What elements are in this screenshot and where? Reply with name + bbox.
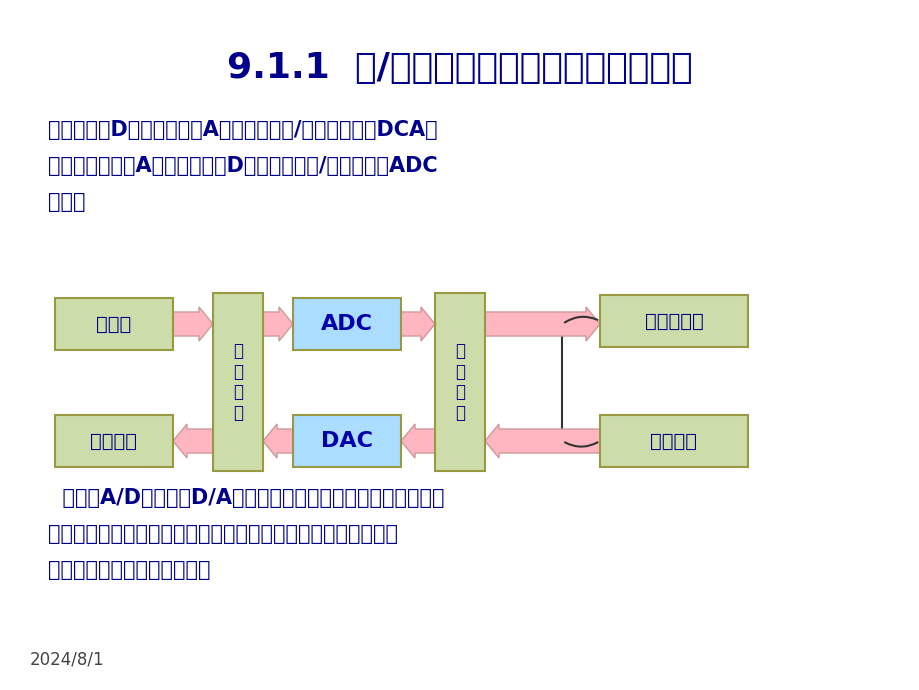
Text: 9.1.1  数/模转换器的基本概念及转换特性: 9.1.1 数/模转换器的基本概念及转换特性 xyxy=(227,51,692,85)
FancyArrow shape xyxy=(484,307,599,341)
FancyArrow shape xyxy=(401,424,435,458)
FancyArrow shape xyxy=(263,424,292,458)
Bar xyxy=(55,415,173,467)
Text: 桥梁，它们不仅是重要的接口电路和核心电路，也是测量和控制: 桥梁，它们不仅是重要的接口电路和核心电路，也是测量和控制 xyxy=(48,524,398,544)
Text: ADC: ADC xyxy=(321,314,372,334)
Bar xyxy=(435,293,484,471)
Bar xyxy=(599,295,747,347)
FancyArrow shape xyxy=(484,424,599,458)
FancyArrow shape xyxy=(401,307,435,341)
Text: 控制对象: 控制对象 xyxy=(650,431,697,451)
Text: 称；能将模拟量A转换为数字量D的装置称为模/转换器，用ADC: 称；能将模拟量A转换为数字量D的装置称为模/转换器，用ADC xyxy=(48,156,437,176)
Bar xyxy=(292,298,401,350)
Text: 数字计算机: 数字计算机 xyxy=(644,311,703,331)
Bar xyxy=(599,415,747,467)
Text: 模拟控制: 模拟控制 xyxy=(90,431,137,451)
Text: 简称。: 简称。 xyxy=(48,192,85,212)
Text: 能将数字量D转换成模拟量A的装置称为数/模转换器，用DCA简: 能将数字量D转换成模拟量A的装置称为数/模转换器，用DCA简 xyxy=(48,120,437,140)
Text: 数
字
信
号: 数 字 信 号 xyxy=(455,342,464,422)
FancyArrow shape xyxy=(263,307,292,341)
Text: DAC: DAC xyxy=(321,431,372,451)
Text: 模
拟
信
号: 模 拟 信 号 xyxy=(233,342,243,422)
Text: 传感器: 传感器 xyxy=(96,315,131,333)
FancyArrow shape xyxy=(173,307,213,341)
Text: 显然，A/D转换器和D/A转换器是沟通模拟、数字领域的纽带和: 显然，A/D转换器和D/A转换器是沟通模拟、数字领域的纽带和 xyxy=(48,488,444,508)
Bar xyxy=(292,415,401,467)
Text: 2024/8/1: 2024/8/1 xyxy=(30,651,105,669)
Bar xyxy=(213,293,263,471)
Bar xyxy=(55,298,173,350)
Text: 系统中不可缺少的组成部分。: 系统中不可缺少的组成部分。 xyxy=(48,560,210,580)
FancyArrow shape xyxy=(173,424,213,458)
